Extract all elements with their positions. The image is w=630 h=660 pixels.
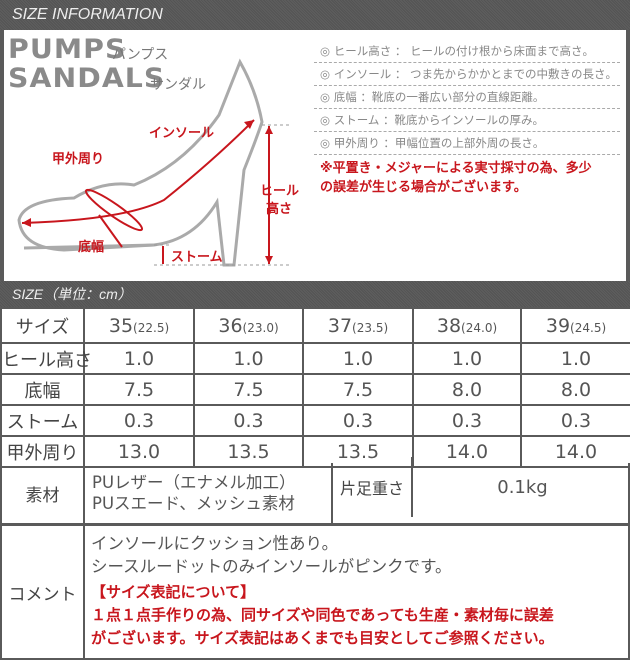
value-cell: 0.3 (520, 404, 630, 437)
value-cell: 1.0 (83, 342, 195, 375)
value-cell: 8.0 (412, 373, 522, 406)
warning-line: ※平置き・メジャーによる実寸採寸の為、多少 (320, 161, 592, 176)
note-heel: ◎ ヒール高さ ： ヒールの付け根から床面まで高さ。 (314, 40, 620, 63)
notice-title: 【サイズ表記について】 (91, 583, 256, 601)
comment-row: コメント インソールにクッション性あり。 シースルードットのみインソールがピンク… (0, 524, 630, 660)
weight-value: 0.1kg (497, 476, 548, 498)
row-label: ヒール高さ (0, 342, 92, 375)
value-cell: 7.5 (83, 373, 195, 406)
value-cell: 7.5 (302, 373, 414, 406)
value-cell: 1.0 (412, 342, 522, 375)
shoe-diagram: PUMPS パンプス SANDALS サンダル インソール 甲外周り ヒール 高… (0, 30, 630, 281)
value-cell: 1.0 (193, 342, 304, 375)
weight-label: 片足重さ (333, 457, 413, 517)
logo-pumps-kana: パンプス (112, 47, 169, 63)
note-sole-width: ◎ 底幅 ：靴底の一番広い部分の直線距離。 (314, 86, 620, 109)
note-instep: ◎ 甲外周り ：甲幅位置の上部外周の長さ。 (314, 132, 620, 155)
notice-line: １点１点手作りの為、同サイズや同色であっても生産・素材毎に誤差 (91, 606, 554, 624)
value-cell: 0.3 (302, 404, 414, 437)
size-table-header: SIZE（単位：cm） (0, 281, 630, 307)
table-row-size: サイズ 35(22.5) 36(23.0) 37(23.5) 38(24.0) … (0, 307, 630, 344)
comment-text: インソールにクッション性あり。 シースルードットのみインソールがピンクです。 【… (91, 532, 554, 650)
size-cell: 36(23.0) (193, 307, 304, 344)
notice-line: がございます。サイズ表記はあくまでも目安としてご参照ください。 (91, 629, 554, 647)
measurement-warning: ※平置き・メジャーによる実寸採寸の為、多少 の誤差が生じる場合がございます。 (314, 155, 620, 197)
note-storm: ◎ ストーム ：靴底からインソールの厚み。 (314, 109, 620, 132)
label-instep: 甲外周り (52, 152, 105, 167)
label-insole: インソール (149, 126, 215, 141)
comment-line: シースルードットのみインソールがピンクです。 (91, 557, 452, 576)
table-row-sole-width: 底幅 7.5 7.5 7.5 8.0 8.0 (0, 373, 630, 406)
value-cell: 7.5 (193, 373, 304, 406)
label-heel-1: ヒール (260, 184, 300, 199)
measurement-notes: ◎ ヒール高さ ： ヒールの付け根から床面まで高さ。 ◎ インソール ： つま先… (314, 40, 620, 197)
table-row-storm: ストーム 0.3 0.3 0.3 0.3 0.3 (0, 404, 630, 437)
value-cell: 8.0 (520, 373, 630, 406)
logo-sandals-kana: サンダル (150, 77, 206, 93)
value-cell: 0.3 (83, 404, 195, 437)
label-sole-width: 底幅 (78, 240, 105, 255)
size-cell: 37(23.5) (302, 307, 414, 344)
size-cell: 38(24.0) (412, 307, 522, 344)
logo-pumps: PUMPS (8, 34, 127, 65)
row-label: 甲外周り (0, 435, 85, 468)
value-cell: 13.5 (193, 435, 304, 468)
size-table: サイズ 35(22.5) 36(23.0) 37(23.5) 38(24.0) … (0, 307, 630, 468)
size-cell: 35(22.5) (83, 307, 195, 344)
material-line: PUスエード、メッシュ素材 (92, 494, 295, 513)
shoe-illustration (17, 58, 289, 267)
size-information-header: SIZE INFORMATION (0, 0, 630, 30)
value-cell: 1.0 (520, 342, 630, 375)
label-heel-2: 高さ (266, 202, 293, 217)
value-cell: 13.5 (302, 435, 414, 468)
row-label: 底幅 (0, 373, 85, 406)
table-row-heel: ヒール高さ 1.0 1.0 1.0 1.0 1.0 (0, 342, 630, 375)
value-cell: 13.0 (83, 435, 195, 468)
label-storm: ストーム (171, 250, 223, 265)
material-row: 素材 PUレザー（エナメル加工） PUスエード、メッシュ素材 片足重さ 0.1kg (0, 457, 630, 525)
warning-line: の誤差が生じる場合がございます。 (320, 180, 527, 195)
material-label: 素材 (2, 463, 85, 523)
value-cell: 14.0 (412, 435, 522, 468)
material-value: PUレザー（エナメル加工） PUスエード、メッシュ素材 (85, 463, 333, 523)
value-cell: 1.0 (302, 342, 414, 375)
material-line: PUレザー（エナメル加工） (92, 473, 296, 492)
logo-sandals: SANDALS (8, 63, 166, 94)
row-label: サイズ (0, 307, 85, 344)
value-cell: 0.3 (412, 404, 522, 437)
note-insole: ◎ インソール ： つま先からかかとまでの中敷きの長さ。 (314, 63, 620, 86)
comment-line: インソールにクッション性あり。 (91, 534, 339, 553)
comment-label: コメント (2, 526, 85, 658)
value-cell: 0.3 (193, 404, 304, 437)
row-label: ストーム (0, 404, 85, 437)
table-row-instep: 甲外周り 13.0 13.5 13.5 14.0 14.0 (0, 435, 630, 468)
size-cell: 39(24.5) (520, 307, 630, 344)
